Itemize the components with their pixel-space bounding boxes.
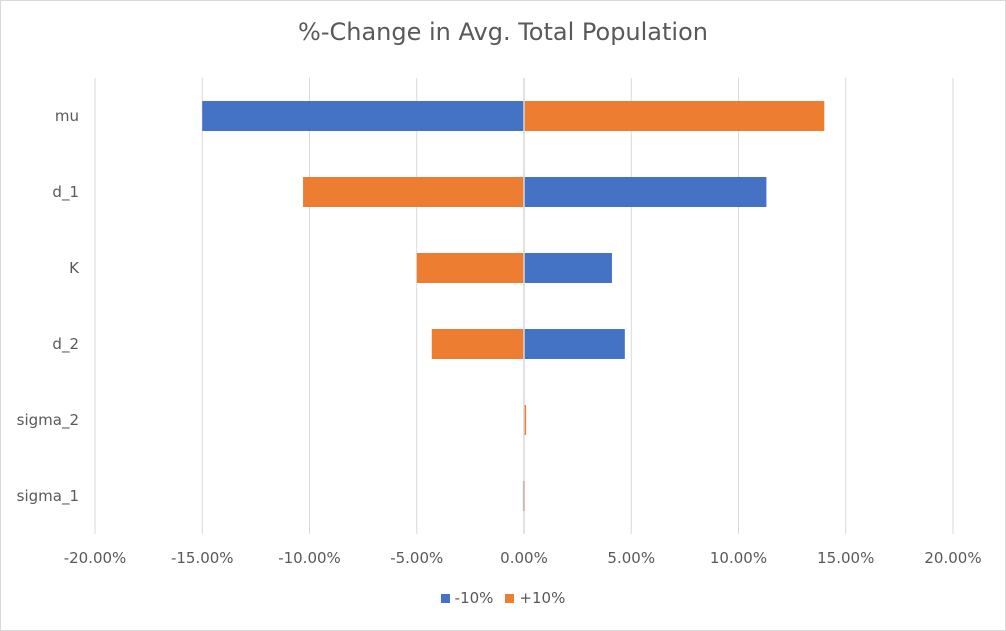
legend-swatch-plus10 <box>505 593 515 603</box>
legend-label-minus10: -10% <box>454 589 494 607</box>
x-tick-label: -15.00% <box>171 549 234 567</box>
bar-minus10 <box>524 253 612 283</box>
bar-plus10 <box>524 101 825 131</box>
category-label: sigma_1 <box>17 487 79 506</box>
x-tick-label: 15.00% <box>817 549 874 567</box>
category-label: mu <box>55 107 79 125</box>
x-tick-label: 0.00% <box>500 549 548 567</box>
x-tick-label: 5.00% <box>607 549 655 567</box>
legend: -10% +10% <box>0 589 1006 607</box>
bar-plus10 <box>416 253 524 283</box>
x-tick-label: 20.00% <box>924 549 981 567</box>
legend-item-plus10: +10% <box>505 589 565 607</box>
category-label: d_1 <box>52 183 79 202</box>
bar-plus10 <box>431 329 524 359</box>
x-tick-label: -10.00% <box>278 549 341 567</box>
legend-item-minus10: -10% <box>440 589 494 607</box>
bar-plus10 <box>303 177 524 207</box>
category-label: K <box>69 259 80 277</box>
chart-title: %-Change in Avg. Total Population <box>298 18 708 46</box>
legend-swatch-minus10 <box>440 593 450 603</box>
bar-minus10 <box>524 329 625 359</box>
bar-plus10 <box>524 405 527 435</box>
legend-label-plus10: +10% <box>519 589 566 607</box>
category-label: d_2 <box>52 335 79 354</box>
bar-minus10 <box>202 101 524 131</box>
category-label: sigma_2 <box>17 411 79 430</box>
x-tick-label: -20.00% <box>64 549 127 567</box>
x-tick-label: 10.00% <box>710 549 767 567</box>
x-tick-label: -5.00% <box>390 549 443 567</box>
bar-minus10 <box>524 177 767 207</box>
